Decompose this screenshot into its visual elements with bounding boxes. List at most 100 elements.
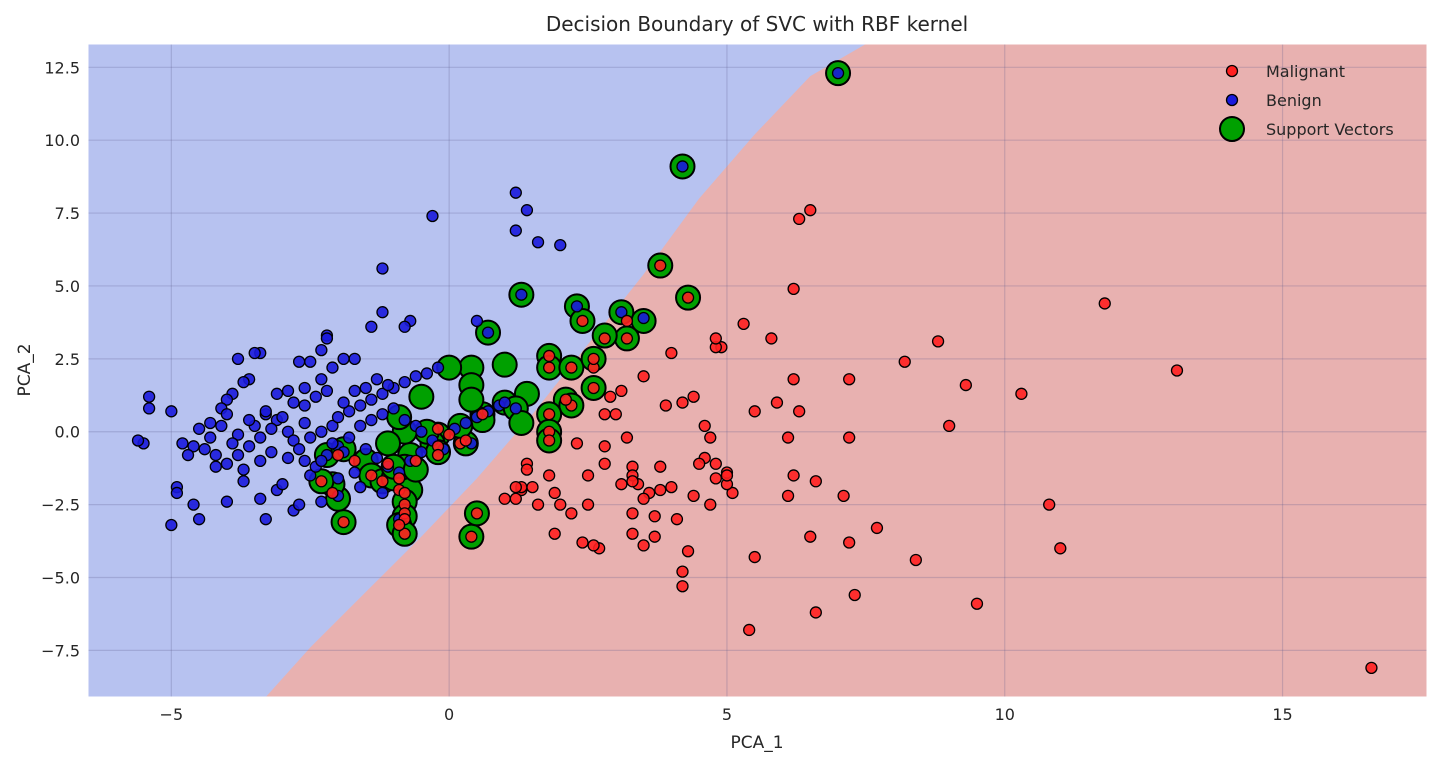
legend-item-support-vector: Support Vectors [1219, 116, 1394, 142]
malignant-point [781, 489, 795, 503]
y-tick-label: 2.5 [55, 350, 80, 369]
benign-point [304, 355, 317, 368]
benign-point [226, 437, 239, 450]
benign-point [509, 186, 522, 199]
support-vector-point [508, 409, 535, 436]
malignant-point [637, 492, 650, 505]
malignant-point [598, 332, 611, 345]
malignant-point [809, 475, 822, 488]
malignant-point [598, 457, 611, 470]
benign-point [231, 352, 245, 365]
y-tick-label: 10.0 [44, 131, 80, 150]
benign-point [242, 440, 256, 453]
malignant-point [398, 527, 411, 540]
benign-point [292, 355, 306, 368]
benign-point [831, 67, 845, 80]
legend-marker [1225, 64, 1239, 78]
benign-point [254, 492, 267, 505]
malignant-point [720, 469, 734, 482]
benign-point [287, 396, 300, 409]
malignant-point [898, 355, 911, 368]
x-axis-ticks: −5 0 5 10 15 [160, 705, 1293, 724]
benign-point [237, 376, 250, 389]
x-tick-label: 15 [1272, 705, 1292, 724]
malignant-point [626, 475, 639, 488]
benign-point [509, 402, 522, 415]
malignant-point [743, 623, 756, 637]
benign-point [142, 390, 156, 403]
benign-point [276, 410, 289, 424]
malignant-point [598, 440, 611, 453]
benign-point [398, 320, 411, 333]
benign-point [370, 373, 384, 386]
support-vector-point [375, 430, 402, 457]
malignant-point [565, 361, 578, 374]
malignant-point [654, 259, 667, 272]
y-tick-label: −5.0 [41, 568, 80, 587]
malignant-point [542, 434, 556, 447]
legend-label: Benign [1266, 91, 1322, 110]
benign-point [265, 422, 278, 435]
benign-point [320, 332, 334, 345]
benign-point [292, 498, 306, 511]
benign-point [337, 352, 350, 365]
benign-point [376, 486, 389, 500]
malignant-point [520, 463, 534, 476]
benign-point [204, 431, 217, 444]
malignant-point [459, 434, 472, 447]
benign-point [426, 209, 439, 223]
benign-point [192, 422, 206, 435]
benign-point [326, 437, 339, 450]
benign-point [292, 443, 306, 456]
y-tick-label: 7.5 [55, 204, 80, 223]
malignant-point [542, 469, 556, 482]
benign-point [254, 431, 267, 444]
legend-marker [1225, 93, 1239, 107]
malignant-point [737, 317, 750, 331]
malignant-point [620, 431, 634, 444]
y-axis-label: PCA_2 [15, 343, 35, 396]
malignant-point [637, 370, 650, 383]
benign-point [259, 513, 272, 526]
malignant-point [626, 507, 639, 520]
benign-point [365, 413, 378, 427]
malignant-point [615, 478, 628, 491]
benign-point [331, 472, 345, 485]
malignant-point [843, 431, 856, 444]
y-axis-ticks: −7.5 −5.0 −2.5 0.0 2.5 5.0 7.5 10.0 12.5 [41, 58, 80, 660]
malignant-point [943, 419, 956, 433]
malignant-point [326, 486, 339, 500]
malignant-point [1098, 297, 1111, 310]
malignant-point [848, 588, 861, 602]
benign-point [354, 399, 367, 412]
benign-point [220, 495, 234, 508]
benign-point [270, 387, 284, 400]
benign-point [326, 361, 339, 374]
malignant-point [681, 291, 695, 304]
malignant-point [315, 475, 328, 488]
benign-point [365, 320, 378, 333]
benign-point [459, 416, 472, 430]
malignant-point [648, 510, 661, 523]
malignant-point [804, 204, 817, 217]
malignant-point [809, 606, 822, 619]
benign-point [315, 454, 328, 468]
malignant-point [659, 399, 672, 412]
x-tick-label: 10 [995, 705, 1015, 724]
chart-title: Decision Boundary of SVC with RBF kernel [546, 12, 968, 36]
malignant-point [470, 507, 484, 520]
benign-point [359, 381, 372, 395]
benign-point [242, 413, 256, 427]
malignant-point [548, 486, 561, 500]
malignant-point [587, 539, 600, 552]
malignant-point [665, 346, 678, 360]
malignant-point [626, 527, 639, 540]
malignant-point [959, 378, 973, 392]
benign-point [509, 224, 522, 237]
benign-point [315, 373, 328, 386]
malignant-point [793, 212, 806, 226]
support-vector-point [408, 383, 435, 410]
benign-point [304, 431, 317, 444]
malignant-point [576, 536, 589, 549]
